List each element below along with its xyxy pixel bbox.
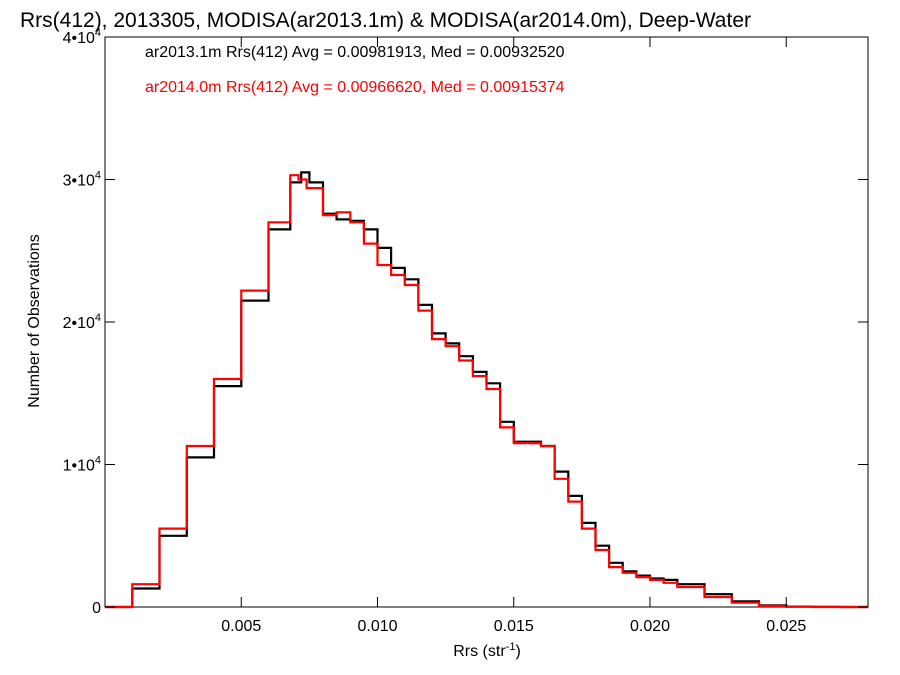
plot-frame: [104, 36, 869, 608]
x-axis-label-end: ): [515, 643, 520, 660]
x-tick-label: 0.020: [630, 618, 670, 635]
chart-title: Rrs(412), 2013305, MODISA(ar2013.1m) & M…: [20, 9, 751, 32]
plot-area-border: [104, 36, 869, 608]
y-tick-label-base: 1•10: [63, 458, 95, 475]
y-tick-label-base: 0: [92, 600, 101, 617]
x-axis-ticks: 0.005 0.010 0.015 0.020 0.025: [221, 37, 806, 635]
x-axis-label: Rrs (str-1): [453, 641, 521, 660]
x-tick-label: 0.005: [221, 618, 261, 635]
series-layer: [105, 171, 868, 609]
y-tick-label: 4•104: [63, 27, 101, 47]
y-tick-label: 3•104: [63, 170, 101, 190]
y-tick-label: 0: [92, 600, 101, 617]
series-line-1: [105, 174, 868, 609]
x-axis-label-sup: -1: [506, 641, 516, 653]
y-tick-label-sup: 4: [95, 27, 101, 39]
legend-entry-0: ar2013.1m Rrs(412) Avg = 0.00981913, Med…: [145, 44, 565, 61]
x-tick-label: 0.015: [494, 618, 534, 635]
y-tick-label: 2•104: [63, 312, 101, 332]
y-tick-label-sup: 4: [95, 312, 101, 324]
y-tick-label-sup: 4: [95, 455, 101, 467]
legend-entry-1: ar2014.0m Rrs(412) Avg = 0.00966620, Med…: [145, 79, 565, 96]
x-tick-label: 0.010: [357, 618, 397, 635]
y-tick-label-sup: 4: [95, 170, 101, 182]
x-tick-label: 0.025: [766, 618, 806, 635]
y-axis-label: Number of Observations: [26, 234, 43, 407]
y-tick-label-base: 2•10: [63, 315, 95, 332]
x-axis-label-base: Rrs (str: [453, 643, 506, 660]
y-tick-label: 1•104: [63, 455, 101, 475]
y-tick-label-base: 3•10: [63, 173, 95, 190]
y-tick-label-base: 4•10: [63, 30, 95, 47]
